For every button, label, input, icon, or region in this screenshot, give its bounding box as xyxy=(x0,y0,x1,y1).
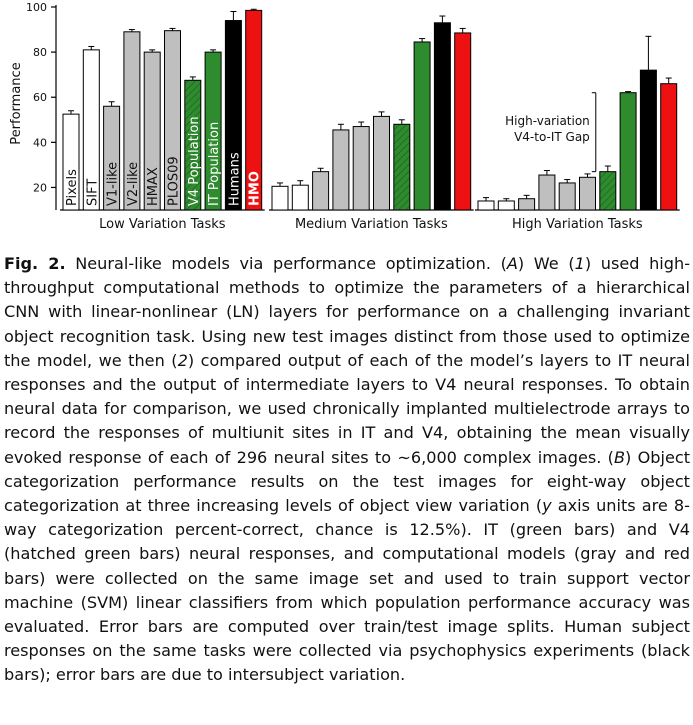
gap-annotation-text: High-variation xyxy=(505,114,590,128)
bar-1-0 xyxy=(271,185,289,211)
bar-1-4 xyxy=(352,126,370,211)
y-tick-label: 100 xyxy=(26,1,47,14)
bar-label: V4 Population xyxy=(187,116,202,206)
bar-labels: Pixels SIFT V1-like V2-like HMAX PLOS09 V4 Pop… xyxy=(65,116,263,206)
bar-1-1 xyxy=(291,184,309,211)
bar-label: PLOS09 xyxy=(167,156,182,206)
bar-1-6 xyxy=(393,123,411,211)
bars xyxy=(62,8,678,211)
y-tick-label: 40 xyxy=(33,136,47,149)
bar-2-5 xyxy=(579,176,596,211)
group-label: High Variation Tasks xyxy=(512,217,643,232)
bar-2-6 xyxy=(599,171,617,211)
gap-annotation: High-variation V4-to-IT Gap xyxy=(505,92,597,173)
bar-1-5 xyxy=(373,115,390,211)
bar-label: V1-like xyxy=(106,162,121,206)
bar-1-3 xyxy=(332,129,350,211)
bar-label: IT Population xyxy=(207,122,222,206)
figure-caption: Fig. 2. Neural-like models via performan… xyxy=(4,252,690,688)
bar-label: V2-like xyxy=(126,162,141,206)
group-label: Low Variation Tasks xyxy=(99,217,226,232)
bar-label: Humans xyxy=(227,152,242,206)
bar-label: HMAX xyxy=(146,167,161,206)
figure-panel-b: 20 40 60 80 100 Performance Low Variation Task… xyxy=(0,0,693,245)
bar-1-2 xyxy=(312,171,330,211)
y-axis-label: Performance xyxy=(9,62,24,144)
caption-text: Neural-like models via performance optim… xyxy=(4,254,691,685)
bar-2-3 xyxy=(538,174,556,211)
bar-2-9 xyxy=(660,83,678,211)
bar-2-1 xyxy=(497,200,515,211)
bar-2-8 xyxy=(639,69,657,211)
bar-2-7 xyxy=(619,92,637,211)
bar-label: HMO xyxy=(248,171,263,206)
bar-1-7 xyxy=(413,41,431,211)
caption-label: Fig. 2. xyxy=(4,254,66,273)
bar-label: SIFT xyxy=(85,179,100,206)
bar-label: Pixels xyxy=(65,169,80,206)
axes: 20 40 60 80 100 Performance Low Variation Task… xyxy=(9,1,680,232)
y-tick-label: 60 xyxy=(33,91,47,104)
bar-1-9 xyxy=(454,32,472,211)
bar-2-2 xyxy=(518,198,536,211)
bar-2-0 xyxy=(477,200,495,211)
y-tick-label: 80 xyxy=(33,46,47,59)
performance-bar-chart: 20 40 60 80 100 Performance Low Variation Task… xyxy=(9,1,680,232)
bar-1-8 xyxy=(433,22,451,211)
gap-annotation-text: V4-to-IT Gap xyxy=(514,130,590,144)
group-label: Medium Variation Tasks xyxy=(295,217,448,232)
y-tick-label: 20 xyxy=(33,181,47,194)
bar-2-4 xyxy=(558,182,576,211)
